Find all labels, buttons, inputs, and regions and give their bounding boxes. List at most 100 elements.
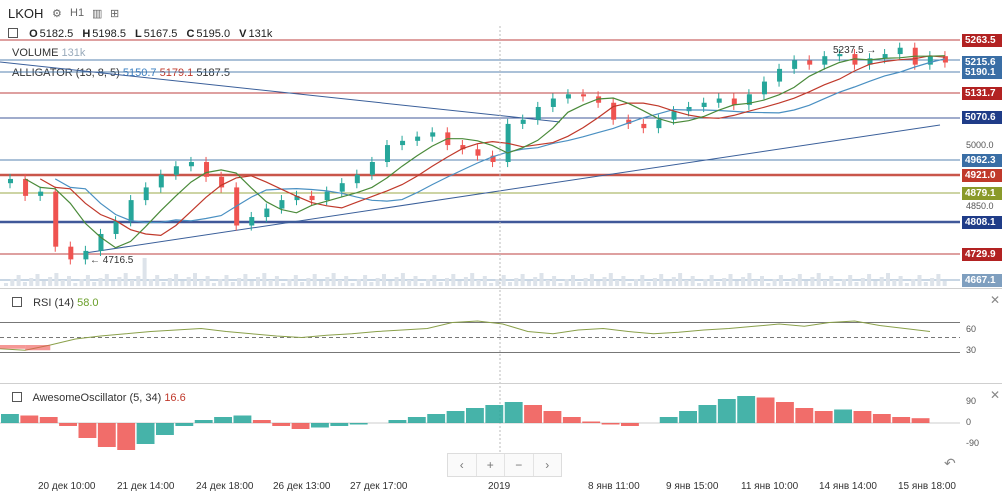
candle-body: [927, 56, 933, 65]
ao-bar: [20, 415, 39, 423]
volume-bar: [4, 283, 8, 286]
volume-bar: [426, 279, 431, 286]
volume-bar: [665, 281, 670, 286]
trend-line: [0, 61, 561, 123]
rsi-name: RSI (14): [33, 297, 75, 309]
volume-bar: [589, 274, 594, 286]
panel-separator[interactable]: [0, 288, 1002, 289]
ao-bar: [872, 414, 891, 423]
high-annotation: 5237.5 →: [833, 45, 877, 56]
volume-bar: [904, 283, 909, 286]
volume-bar: [224, 275, 229, 286]
ao-legend[interactable]: AwesomeOscillator (5, 34) 16.6: [12, 392, 186, 404]
rsi-legend[interactable]: RSI (14) 58.0: [12, 297, 99, 309]
ao-bar: [795, 408, 814, 423]
volume-bar: [243, 274, 248, 286]
volume-bar: [583, 278, 588, 286]
volume-bar: [640, 275, 645, 286]
ohlc-readout: O 5182.5 H 5198.5 L 5167.5 C 5195.0 V 131k: [8, 28, 278, 40]
volume-bar: [652, 278, 657, 286]
volume-legend[interactable]: VOLUME 131k: [12, 47, 85, 59]
volume-bar: [495, 279, 500, 286]
ao-bar: [214, 417, 232, 423]
ao-bar: [776, 402, 794, 423]
collapse-icon[interactable]: [12, 392, 22, 402]
low-annotation: ← 4716.5: [90, 255, 134, 266]
scroll-to-realtime-icon[interactable]: ↶: [944, 455, 956, 471]
alligator-name: ALLIGATOR (13, 8, 5): [12, 67, 120, 79]
volume-bar: [823, 280, 827, 286]
candle-body: [686, 106, 692, 112]
price-tag: 5070.6: [962, 111, 1002, 124]
volume-bar: [457, 281, 462, 286]
close-ao-icon[interactable]: ✕: [990, 388, 1001, 402]
symbol-label[interactable]: LKOH: [8, 6, 44, 21]
collapse-icon[interactable]: [12, 297, 22, 307]
volume-bar: [281, 283, 286, 286]
volume-bar: [111, 281, 116, 286]
volume-bar: [413, 276, 418, 286]
ao-bar: [272, 423, 291, 426]
timeframe-button[interactable]: H1: [70, 7, 85, 19]
price-tag: 4879.1: [962, 187, 1002, 200]
candle-body: [867, 58, 873, 65]
scroll-left-button[interactable]: ‹: [448, 454, 477, 476]
ao-value: 16.6: [164, 392, 186, 404]
zoom-in-button[interactable]: +: [477, 454, 505, 476]
candle-body: [249, 217, 255, 226]
ao-bar: [834, 409, 852, 423]
candle-body: [942, 56, 948, 63]
candle-body: [611, 102, 617, 120]
volume-bar: [29, 278, 34, 286]
volume-bar: [363, 275, 368, 286]
candle-body: [581, 94, 587, 97]
volume-bar: [545, 280, 550, 286]
x-axis-label: 2019: [488, 481, 511, 492]
zoom-out-button[interactable]: −: [505, 454, 534, 476]
zoom-controls: ‹ + − ›: [447, 453, 562, 477]
candle-body: [520, 119, 526, 124]
candle-body: [475, 149, 481, 156]
ao-bar: [233, 415, 252, 423]
scroll-right-button[interactable]: ›: [545, 458, 550, 472]
volume-bar: [703, 279, 708, 286]
volume-bar: [697, 283, 701, 286]
volume-bar: [85, 275, 90, 286]
chart-type-icon[interactable]: ▥: [92, 8, 103, 20]
rsi-value: 58.0: [77, 297, 99, 309]
volume-bar: [854, 282, 859, 286]
x-axis-label: 21 дек 14:00: [117, 481, 175, 492]
x-axis-label: 15 янв 18:00: [898, 481, 956, 492]
volume-bar: [678, 273, 683, 286]
compare-icon[interactable]: ⊞: [110, 8, 120, 20]
price-axis-label: 4850.0: [966, 201, 994, 211]
volume-bar: [41, 281, 46, 286]
candle-body: [354, 174, 360, 184]
candle-body: [219, 176, 225, 188]
volume-bar: [564, 279, 569, 286]
ao-bar: [388, 420, 407, 423]
ao-bar: [427, 414, 446, 423]
panel-separator[interactable]: [0, 383, 1002, 384]
volume-bar: [394, 277, 399, 286]
candle-body: [746, 94, 752, 105]
volume-bar: [199, 280, 204, 286]
x-axis-label: 14 янв 14:00: [819, 481, 877, 492]
price-tag: 4962.3: [962, 154, 1002, 167]
collapse-icon[interactable]: [8, 28, 18, 38]
volume-bar: [293, 275, 298, 286]
volume-bar: [753, 280, 758, 286]
volume-bar: [123, 273, 128, 286]
gear-icon[interactable]: ⚙: [52, 8, 62, 20]
volume-bar: [558, 283, 563, 286]
volume-bar: [104, 274, 109, 286]
ao-bar: [59, 423, 77, 426]
alligator-lips-value: 5187.5: [196, 67, 230, 79]
ao-bar: [330, 423, 349, 426]
volume-bar: [54, 273, 59, 286]
volume-bar: [520, 274, 525, 286]
candle-body: [83, 250, 89, 260]
volume-bar: [766, 283, 771, 286]
close-rsi-icon[interactable]: ✕: [990, 293, 1001, 307]
